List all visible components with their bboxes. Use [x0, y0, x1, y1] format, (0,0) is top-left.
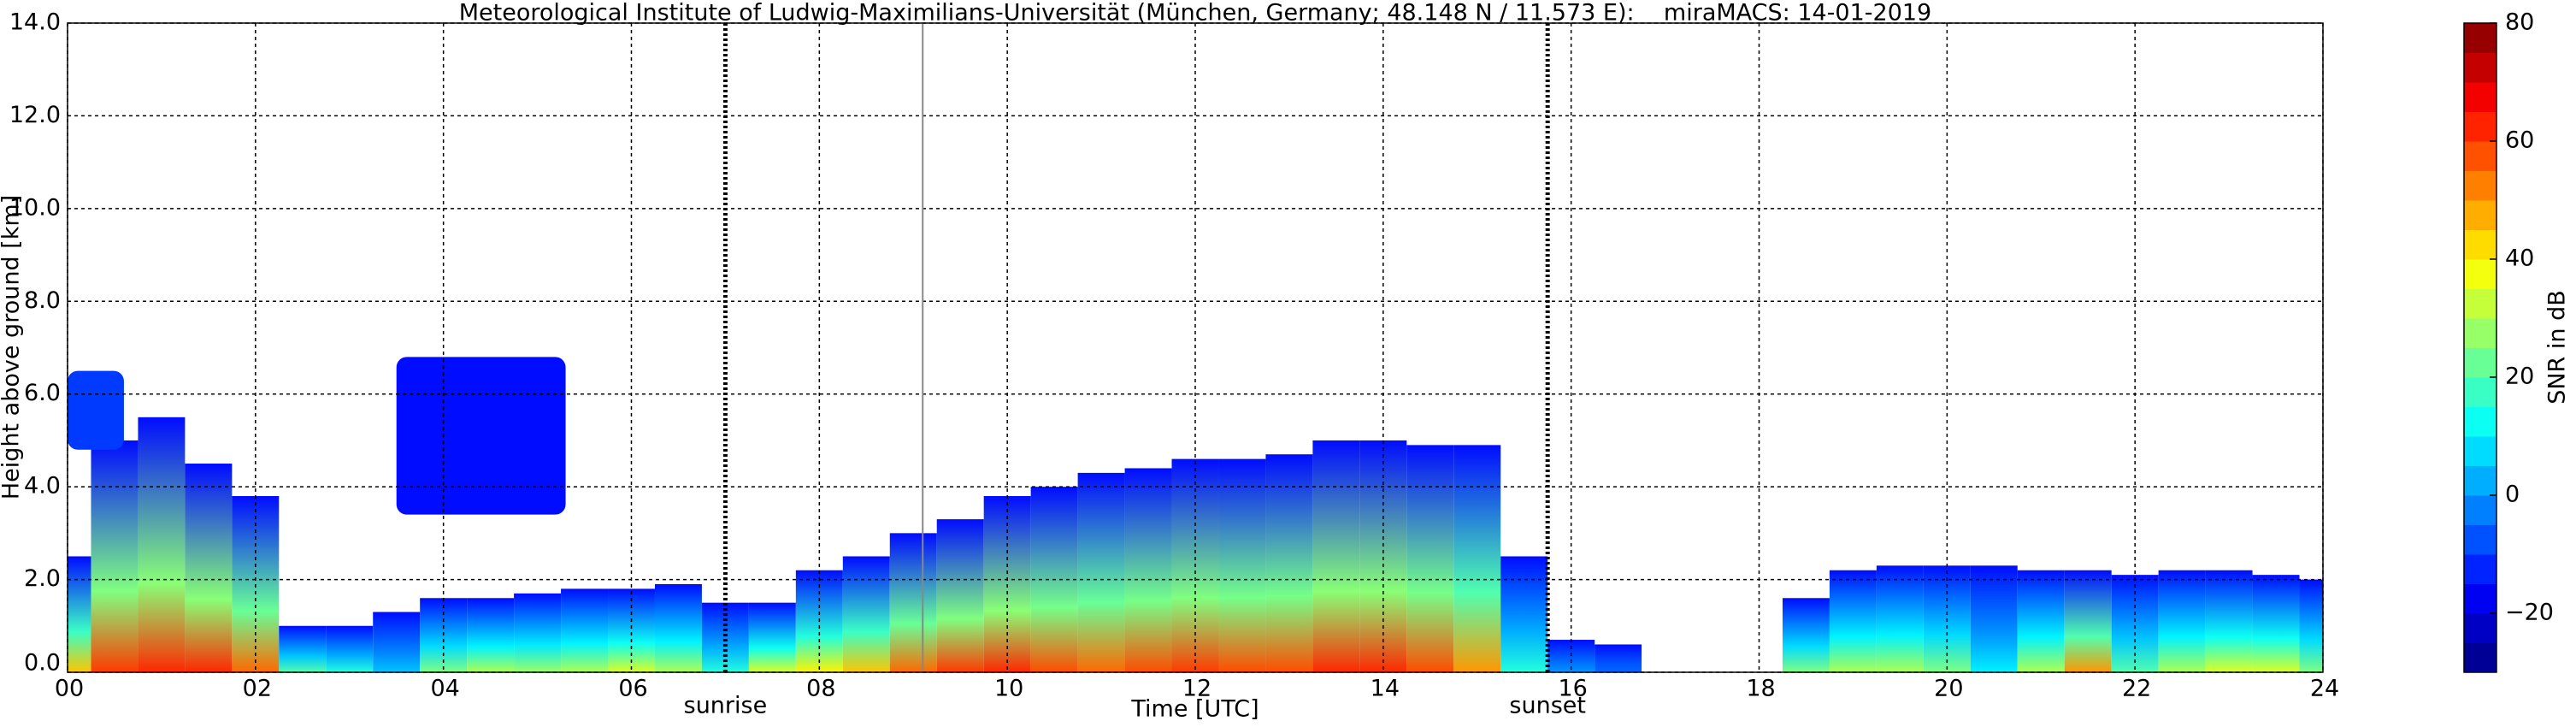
x-tick-label: 16	[1558, 676, 1587, 702]
colorbar-band	[2464, 141, 2496, 171]
echo-column	[608, 588, 655, 672]
y-tick-label: 2.0	[24, 565, 61, 592]
y-tick-label: 0.0	[24, 650, 61, 677]
colorbar-band	[2464, 554, 2496, 584]
echo-column	[1453, 445, 1501, 672]
colorbar-band	[2464, 82, 2496, 112]
echo-column	[561, 588, 609, 672]
colorbar-tick-label: 20	[2505, 364, 2534, 390]
x-tick-label: 20	[1934, 676, 1963, 702]
plot-frame	[67, 22, 2324, 673]
echo-column	[654, 583, 702, 672]
echo-column	[1218, 458, 1266, 672]
echo-column	[279, 625, 327, 672]
echo-column	[2111, 575, 2159, 672]
colorbar-band	[2464, 318, 2496, 348]
elevated-layer	[396, 357, 566, 515]
colorbar-frame	[2463, 22, 2497, 673]
colorbar-band	[2464, 524, 2496, 555]
x-tick-label: 08	[806, 676, 835, 702]
echo-column	[138, 417, 186, 672]
echo-column	[91, 440, 139, 672]
echo-column	[1595, 644, 1642, 672]
colorbar-band	[2464, 495, 2496, 525]
y-axis-label: Height above ground [km]	[0, 195, 25, 499]
annotation-label: sunset	[1509, 693, 1586, 719]
echo-column	[1077, 472, 1125, 672]
echo-column	[936, 519, 984, 672]
echo-column	[2158, 570, 2206, 672]
colorbar-tick-label: 0	[2505, 482, 2520, 508]
colorbar-tick-label: 60	[2505, 127, 2534, 154]
echo-column	[1406, 445, 1454, 672]
x-tick-label: 18	[1746, 676, 1775, 702]
y-tick-label: 12.0	[9, 102, 61, 128]
echo-column	[514, 593, 562, 672]
colorbar-band	[2464, 170, 2496, 201]
colorbar-band	[2464, 347, 2496, 378]
echo-column	[373, 612, 421, 672]
x-tick-label: 02	[243, 676, 272, 702]
echo-column	[1124, 468, 1172, 672]
echo-column	[1312, 440, 1360, 672]
x-tick-label: 14	[1371, 676, 1400, 702]
colorbar-band	[2464, 465, 2496, 496]
colorbar-label: SNR in dB	[2544, 290, 2571, 405]
colorbar-band	[2464, 288, 2496, 319]
echo-column	[889, 533, 937, 672]
echo-column	[1876, 565, 1924, 672]
colorbar-band	[2464, 259, 2496, 289]
colorbar-tick-label: 40	[2505, 245, 2534, 272]
x-tick-label: 10	[994, 676, 1023, 702]
echo-column	[842, 556, 890, 672]
y-tick-label: 6.0	[24, 380, 61, 406]
annotation-label: sunrise	[684, 693, 768, 719]
echo-column	[1265, 454, 1313, 672]
x-tick-label: 22	[2122, 676, 2151, 702]
x-tick-label: 12	[1182, 676, 1211, 702]
colorbar-band	[2464, 229, 2496, 260]
echo-column	[1970, 565, 2018, 672]
chart-title: Meteorological Institute of Ludwig-Maxim…	[459, 0, 1932, 27]
echo-column	[326, 625, 374, 672]
colorbar-band	[2464, 613, 2496, 643]
colorbar-band	[2464, 406, 2496, 437]
colorbar-band	[2464, 642, 2496, 673]
x-tick-label: 00	[55, 676, 84, 702]
colorbar-band	[2464, 377, 2496, 407]
y-tick-label: 14.0	[9, 9, 61, 36]
x-axis-label: Time [UTC]	[1130, 696, 1259, 723]
colorbar-tick-label: −20	[2505, 600, 2554, 626]
echo-column	[748, 602, 796, 672]
echo-column	[2252, 575, 2300, 672]
colorbar-band	[2464, 200, 2496, 230]
colorbar-band	[2464, 583, 2496, 614]
echo-column	[68, 556, 91, 672]
colorbar-tick-label: 80	[2505, 9, 2534, 36]
y-tick-label: 10.0	[9, 194, 61, 221]
elevated-layer	[68, 370, 124, 450]
echo-column	[1782, 598, 1830, 672]
x-tick-label: 04	[430, 676, 459, 702]
echo-column	[1829, 570, 1877, 672]
echo-column	[2299, 579, 2323, 672]
colorbar-band	[2464, 436, 2496, 466]
echo-column	[2064, 570, 2112, 672]
echo-column	[467, 598, 515, 672]
y-tick-label: 4.0	[24, 473, 61, 499]
colorbar-band	[2464, 111, 2496, 142]
echo-column	[1500, 556, 1548, 672]
echo-column	[185, 464, 233, 672]
echo-column	[2017, 570, 2065, 672]
x-tick-label: 06	[618, 676, 647, 702]
echo-column	[2205, 570, 2253, 672]
colorbar-band	[2464, 52, 2496, 83]
x-tick-label: 24	[2310, 676, 2339, 702]
colorbar-band	[2464, 23, 2496, 53]
y-tick-label: 8.0	[24, 287, 61, 314]
